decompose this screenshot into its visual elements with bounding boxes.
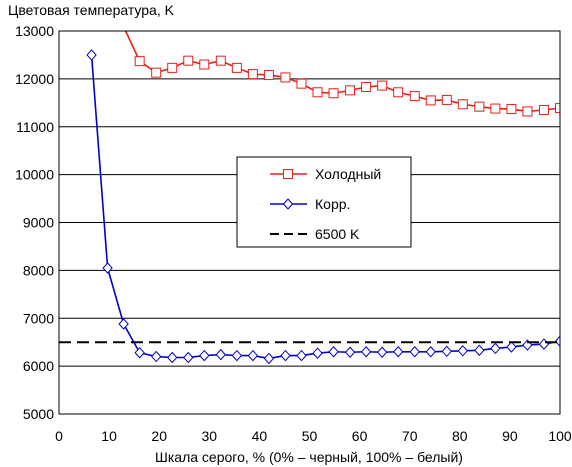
x-tick-label: 80 bbox=[452, 428, 468, 444]
x-tick-label: 100 bbox=[548, 428, 572, 444]
diamond-marker bbox=[118, 318, 129, 330]
diamond-marker bbox=[376, 346, 388, 358]
diamond-marker bbox=[538, 338, 550, 350]
diamond-marker bbox=[506, 341, 517, 353]
diamond-marker bbox=[328, 346, 339, 358]
legend-item: 6500 K bbox=[270, 226, 360, 242]
x-tick-label: 50 bbox=[302, 428, 318, 444]
square-marker bbox=[199, 59, 210, 70]
plot-area-border bbox=[58, 30, 561, 415]
square-marker bbox=[280, 72, 291, 83]
y-tick-label: 13000 bbox=[15, 23, 54, 39]
legend-box bbox=[236, 156, 412, 248]
square-marker bbox=[263, 70, 274, 81]
diamond-marker bbox=[457, 345, 468, 357]
diamond-marker bbox=[199, 349, 210, 362]
square-marker bbox=[134, 56, 145, 67]
diamond-marker bbox=[86, 49, 97, 61]
series-Корр. bbox=[86, 49, 560, 365]
square-marker bbox=[425, 95, 436, 106]
y-tick-label: 12000 bbox=[15, 71, 54, 87]
y-tick-label: 9000 bbox=[23, 215, 54, 231]
diamond-marker bbox=[425, 346, 436, 358]
diamond-marker bbox=[183, 351, 194, 364]
diamond-marker bbox=[312, 347, 323, 359]
series-layer bbox=[59, 31, 560, 365]
square-marker bbox=[361, 82, 372, 93]
y-tick-label: 8000 bbox=[23, 262, 54, 278]
square-marker bbox=[490, 103, 501, 114]
series-Холодный-line bbox=[124, 31, 560, 113]
x-tick-label: 60 bbox=[352, 428, 368, 444]
square-marker bbox=[522, 106, 533, 117]
series-Холодный bbox=[124, 31, 560, 117]
y-tick-label: 5000 bbox=[23, 406, 54, 422]
diamond-marker bbox=[282, 198, 294, 210]
square-marker bbox=[345, 85, 356, 96]
x-tick-labels: 0 10 20 30 40 50 60 70 80 90 100 bbox=[55, 428, 572, 444]
square-marker bbox=[167, 62, 178, 73]
square-marker bbox=[538, 104, 549, 115]
square-marker bbox=[231, 62, 242, 73]
legend-item: Корр. bbox=[270, 196, 350, 212]
y-tick-label: 6000 bbox=[23, 358, 54, 374]
diamond-marker bbox=[280, 349, 291, 362]
y-tick-labels: 5000 6000 7000 8000 9000 10000 11000 12000 13000 bbox=[15, 23, 54, 422]
x-tick-label: 90 bbox=[502, 428, 518, 444]
diamond-marker bbox=[102, 262, 113, 274]
diamond-marker bbox=[490, 342, 501, 355]
diamond-marker bbox=[474, 344, 485, 357]
legend-label: Корр. bbox=[315, 196, 350, 212]
square-marker bbox=[555, 103, 560, 114]
square-marker bbox=[183, 55, 194, 66]
square-marker bbox=[283, 169, 293, 179]
square-marker bbox=[474, 101, 485, 112]
square-marker bbox=[312, 87, 323, 98]
square-marker bbox=[409, 91, 420, 102]
x-tick-label: 70 bbox=[402, 428, 418, 444]
legend: Холодный Корр. 6500 K bbox=[236, 156, 412, 248]
diamond-marker bbox=[167, 351, 178, 364]
legend-label: 6500 K bbox=[315, 226, 360, 242]
legend-label: Холодный bbox=[315, 166, 381, 182]
diamond-marker bbox=[134, 346, 145, 359]
diamond-marker bbox=[263, 352, 275, 365]
x-tick-label: 40 bbox=[252, 428, 268, 444]
y-tick-label: 7000 bbox=[23, 310, 54, 326]
square-marker bbox=[393, 87, 404, 98]
diamond-marker bbox=[247, 349, 259, 362]
x-axis-label: Шкала серого, % (0% – черный, 100% – бел… bbox=[155, 449, 463, 465]
x-tick-label: 10 bbox=[101, 428, 117, 444]
y-tick-label: 10000 bbox=[15, 167, 54, 183]
diamond-marker bbox=[296, 349, 307, 362]
square-marker bbox=[296, 78, 307, 89]
square-marker bbox=[457, 99, 468, 110]
square-marker bbox=[247, 69, 258, 80]
diamond-marker bbox=[393, 346, 404, 358]
chart-title: Цветовая температура, K bbox=[8, 2, 175, 18]
diamond-marker bbox=[360, 346, 372, 358]
x-tick-label: 20 bbox=[151, 428, 167, 444]
square-marker bbox=[506, 104, 517, 115]
square-marker bbox=[441, 94, 452, 105]
y-tick-label: 11000 bbox=[16, 119, 54, 135]
diamond-marker bbox=[231, 349, 243, 362]
diamond-marker bbox=[554, 335, 560, 347]
diamond-marker bbox=[215, 348, 226, 361]
diamond-marker bbox=[151, 350, 162, 363]
x-tick-label: 0 bbox=[55, 428, 63, 444]
diamond-marker bbox=[344, 346, 356, 358]
square-marker bbox=[377, 80, 388, 91]
square-marker bbox=[328, 88, 339, 99]
diamond-marker bbox=[441, 345, 452, 358]
diamond-marker bbox=[409, 346, 420, 358]
legend-item: Холодный bbox=[270, 166, 381, 182]
square-marker bbox=[151, 67, 162, 78]
x-tick-label: 30 bbox=[202, 428, 218, 444]
square-marker bbox=[215, 55, 226, 66]
